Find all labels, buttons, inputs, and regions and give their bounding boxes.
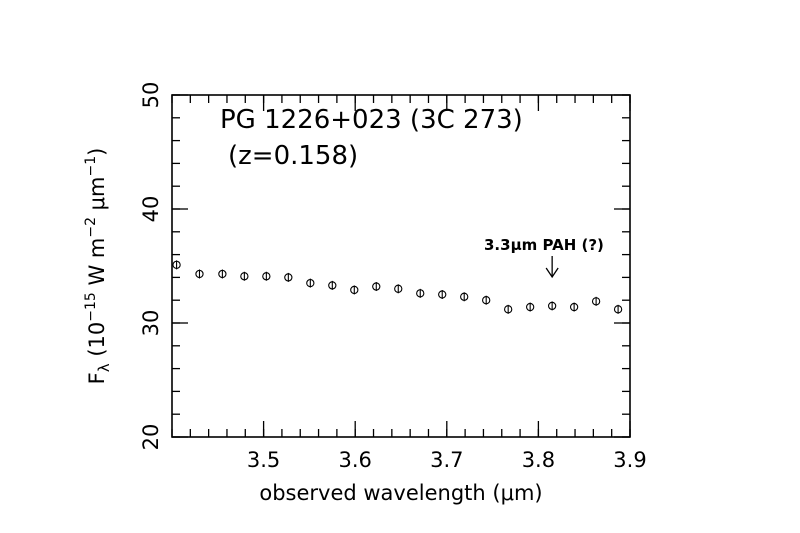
y-tick-label: 20 (139, 424, 163, 451)
data-point (482, 295, 491, 305)
data-point (460, 292, 469, 302)
x-tick-label: 3.5 (247, 448, 280, 472)
plot-frame (171, 94, 631, 438)
data-point (372, 282, 381, 292)
x-axis-label: observed wavelength (μm) (259, 481, 542, 505)
data-point (438, 290, 447, 299)
data-point (218, 269, 227, 279)
data-point (547, 301, 557, 311)
x-tick-label: 3.7 (430, 448, 463, 472)
chart-subtitle: (z=0.158) (228, 141, 358, 171)
data-point (613, 304, 623, 314)
data-point (394, 284, 403, 294)
ticks (171, 94, 631, 438)
data-point (569, 302, 579, 312)
data-point (306, 278, 315, 288)
annotation-arrow-head (545, 267, 559, 279)
data-point (504, 304, 513, 314)
data-point (350, 285, 359, 295)
data-points (172, 260, 623, 314)
x-tick-label: 3.9 (613, 448, 646, 472)
data-point (195, 269, 204, 279)
y-tick-label: 50 (139, 82, 163, 109)
data-point (284, 272, 293, 282)
y-axis-label: Fλ (10−15 W m−2 μm−1) (83, 148, 113, 385)
data-point (240, 271, 249, 281)
annotation-label: 3.3μm PAH (?) (484, 236, 604, 254)
x-tick-label: 3.6 (338, 448, 371, 472)
y-tick-label: 40 (139, 196, 163, 223)
data-point (328, 280, 337, 290)
pah-annotation: 3.3μm PAH (?) (484, 236, 604, 279)
y-tick-label: 30 (139, 310, 163, 337)
data-point (416, 288, 425, 298)
data-point (262, 271, 271, 281)
data-point (591, 296, 601, 306)
tick-labels: 3.5 3.6 3.7 3.8 3.9 20 30 40 50 (139, 82, 647, 472)
chart-title: PG 1226+023 (3C 273) (220, 105, 523, 135)
data-point (172, 260, 181, 270)
data-point (526, 302, 535, 312)
x-tick-label: 3.8 (522, 448, 555, 472)
